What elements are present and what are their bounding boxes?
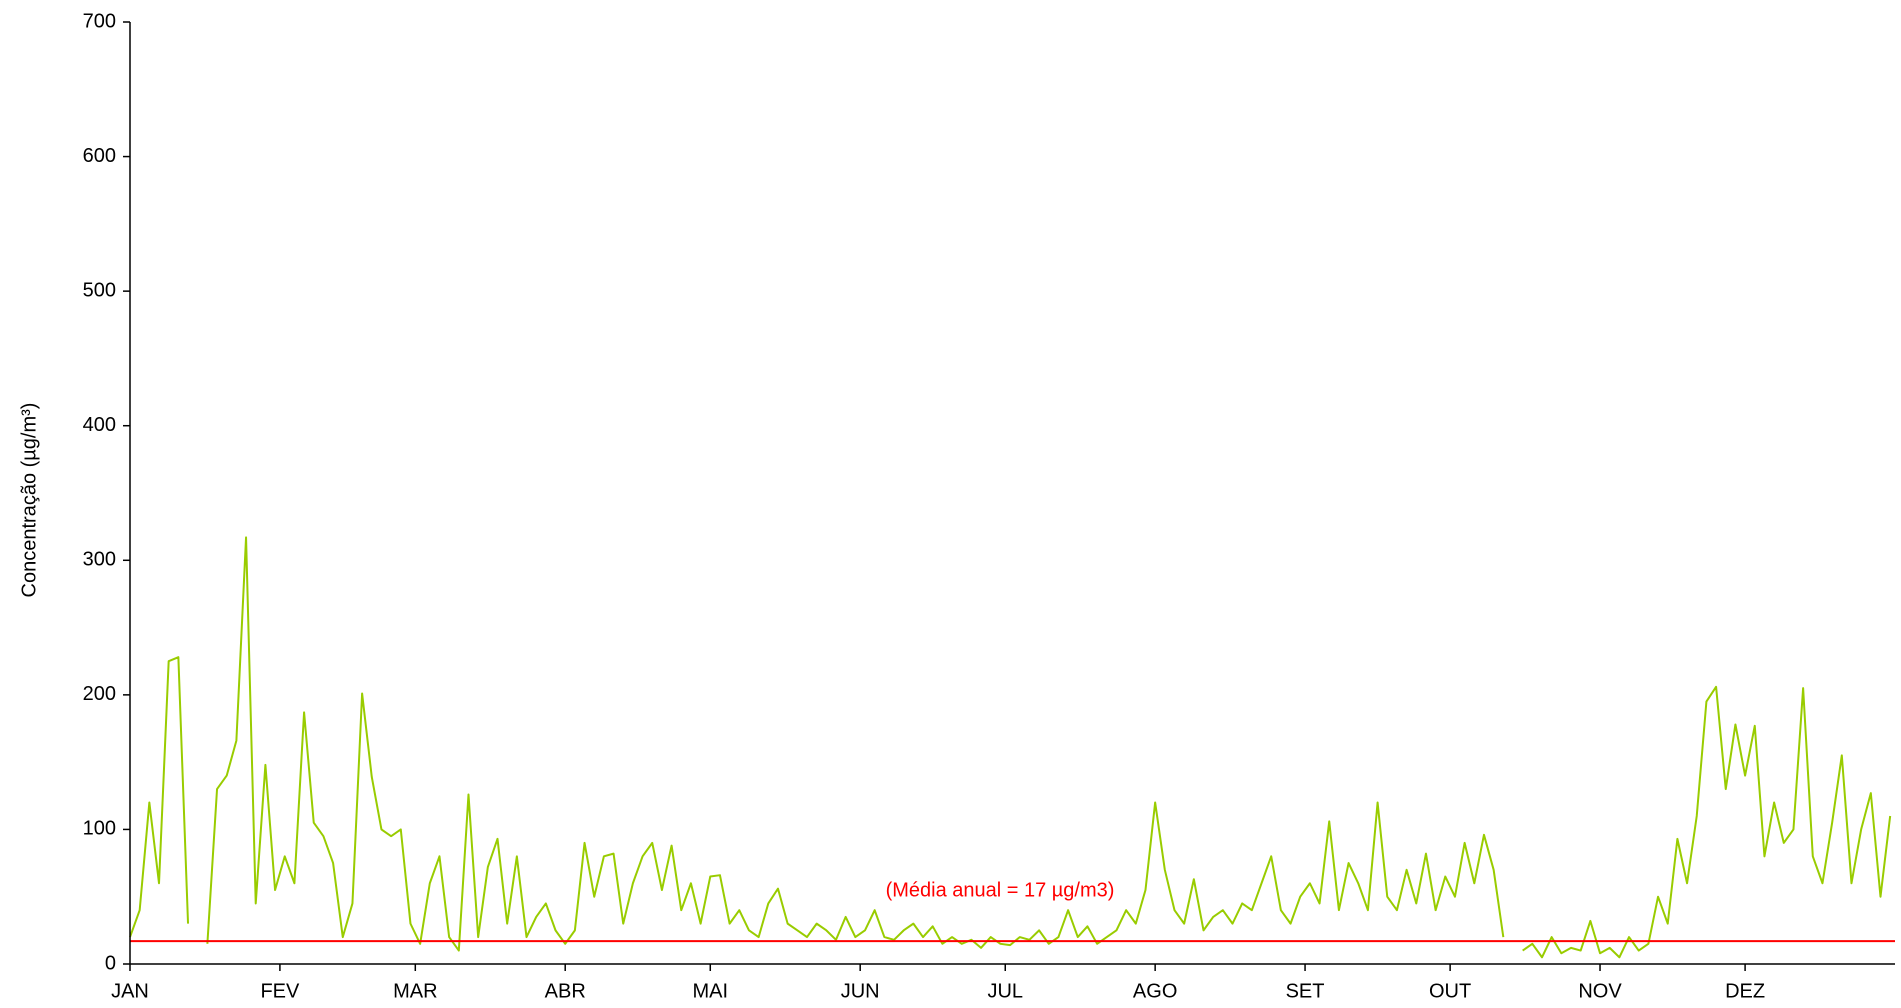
x-tick-label: DEZ — [1725, 980, 1765, 1002]
x-tick-label: JAN — [111, 980, 149, 1002]
y-tick-label: 0 — [105, 952, 116, 974]
y-tick-label: 100 — [83, 818, 116, 840]
x-tick-label: JUL — [987, 980, 1023, 1002]
x-tick-label: NOV — [1578, 980, 1622, 1002]
mean-annotation: (Média anual = 17 µg/m3) — [886, 879, 1115, 901]
y-tick-label: 300 — [83, 549, 116, 571]
x-tick-label: SET — [1286, 980, 1325, 1002]
x-tick-label: AGO — [1133, 980, 1177, 1002]
x-tick-label: MAR — [393, 980, 437, 1002]
y-axis-label: Concentração (µg/m³) — [18, 403, 40, 598]
y-tick-label: 700 — [83, 10, 116, 32]
y-tick-label: 400 — [83, 414, 116, 436]
x-tick-label: FEV — [260, 980, 300, 1002]
x-tick-label: MAI — [692, 980, 728, 1002]
x-tick-label: ABR — [545, 980, 586, 1002]
y-tick-label: 600 — [83, 145, 116, 167]
y-tick-label: 500 — [83, 279, 116, 301]
y-tick-label: 200 — [83, 683, 116, 705]
x-tick-label: JUN — [841, 980, 880, 1002]
x-tick-label: OUT — [1429, 980, 1471, 1002]
